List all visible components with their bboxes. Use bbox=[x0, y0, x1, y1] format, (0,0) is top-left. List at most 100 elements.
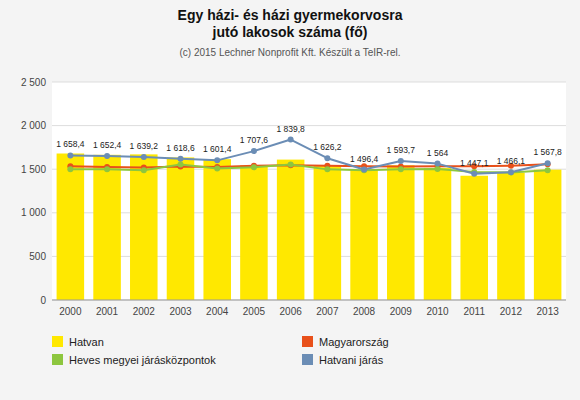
x-tick-label: 2011 bbox=[463, 306, 485, 317]
data-label: 1 707,6 bbox=[240, 135, 269, 145]
point bbox=[435, 166, 441, 172]
x-tick-label: 2004 bbox=[206, 306, 229, 317]
marks bbox=[57, 137, 562, 300]
point bbox=[471, 171, 477, 177]
data-label: 1 618,6 bbox=[166, 143, 195, 153]
data-label: 1 658,4 bbox=[56, 139, 85, 149]
point bbox=[324, 166, 330, 172]
x-tick-label: 2002 bbox=[133, 306, 156, 317]
bar bbox=[277, 160, 305, 300]
x-tick-label: 2006 bbox=[280, 306, 303, 317]
bar bbox=[203, 159, 231, 300]
point bbox=[435, 161, 441, 167]
point bbox=[288, 137, 294, 143]
point bbox=[141, 154, 147, 160]
grid-line bbox=[52, 125, 566, 126]
x-tick-label: 2012 bbox=[500, 306, 523, 317]
point bbox=[141, 167, 147, 173]
bar bbox=[387, 165, 415, 300]
legend-label: Heves megyei járásközpontok bbox=[69, 354, 216, 366]
bar bbox=[460, 176, 488, 300]
data-label: 1 626,2 bbox=[313, 142, 342, 152]
bar bbox=[497, 173, 525, 300]
legend-swatch bbox=[52, 336, 63, 347]
x-tick-label: 2003 bbox=[169, 306, 192, 317]
data-label: 1 652,4 bbox=[93, 140, 122, 150]
y-tick-label: 1 000 bbox=[21, 207, 46, 218]
point bbox=[545, 161, 551, 167]
legend-swatch bbox=[302, 336, 313, 347]
bar bbox=[240, 165, 268, 300]
bar bbox=[93, 155, 121, 300]
subtitle: (c) 2015 Lechner Nonprofit Kft. Készült … bbox=[179, 47, 400, 58]
x-tick-label: 2013 bbox=[537, 306, 560, 317]
line bbox=[70, 140, 547, 174]
data-label: 1 564 bbox=[427, 148, 449, 158]
point bbox=[104, 153, 110, 159]
data-label: 1 593,7 bbox=[387, 145, 416, 155]
legend: Hatvan Magyarország Heves megyei járásközp… bbox=[52, 336, 389, 366]
x-axis-line bbox=[52, 300, 566, 301]
point bbox=[104, 166, 110, 172]
point bbox=[251, 164, 257, 170]
data-labels: 1 658,4 1 652,4 1 639,2 1 618,6 1 601,4 1 707… bbox=[56, 124, 562, 168]
point bbox=[508, 170, 514, 176]
bar bbox=[130, 154, 158, 300]
x-tick-label: 2010 bbox=[426, 306, 449, 317]
point bbox=[288, 162, 294, 168]
point bbox=[214, 157, 220, 163]
x-tick-label: 2007 bbox=[316, 306, 339, 317]
point bbox=[214, 166, 220, 172]
point bbox=[67, 166, 73, 172]
title: Egy házi- és házi gyermekorvosra bbox=[178, 7, 403, 23]
point bbox=[251, 148, 257, 154]
x-tick-label: 2005 bbox=[243, 306, 266, 317]
data-label: 1 639,2 bbox=[130, 141, 159, 151]
y-tick-label: 500 bbox=[29, 251, 46, 262]
legend-label: Hatvan bbox=[69, 336, 104, 348]
bar bbox=[534, 170, 562, 300]
legend-swatch bbox=[302, 354, 313, 365]
point bbox=[361, 167, 367, 173]
grid-line bbox=[52, 300, 566, 301]
legend-label: Magyarország bbox=[319, 336, 389, 348]
point bbox=[288, 161, 294, 167]
grid-line bbox=[52, 82, 566, 83]
bar bbox=[167, 157, 195, 300]
y-tick-label: 2 500 bbox=[21, 77, 46, 88]
point bbox=[178, 156, 184, 162]
data-label: 1 466,1 bbox=[497, 156, 526, 166]
y-tick-label: 0 bbox=[40, 295, 46, 306]
bar bbox=[424, 168, 452, 300]
data-label: 1 567,8 bbox=[533, 147, 562, 157]
point bbox=[398, 166, 404, 172]
x-tick-label: 2008 bbox=[353, 306, 376, 317]
y-tick-label: 1 500 bbox=[21, 164, 46, 175]
point bbox=[178, 161, 184, 167]
point bbox=[398, 158, 404, 164]
point bbox=[67, 152, 73, 158]
point bbox=[545, 160, 551, 166]
x-tick-label: 2000 bbox=[59, 306, 82, 317]
data-label: 1 601,4 bbox=[203, 144, 232, 154]
bar bbox=[350, 170, 378, 300]
point bbox=[545, 167, 551, 173]
legend-swatch bbox=[52, 354, 63, 365]
x-tick-label: 2009 bbox=[390, 306, 413, 317]
data-label: 1 839,8 bbox=[276, 124, 305, 134]
point bbox=[361, 167, 367, 173]
title: jutó lakosok száma (fő) bbox=[212, 24, 368, 40]
y-tick-label: 2 000 bbox=[21, 120, 46, 131]
grid-line bbox=[52, 212, 566, 213]
bar bbox=[314, 165, 342, 300]
background bbox=[0, 0, 580, 400]
plot-area bbox=[52, 82, 566, 300]
bar bbox=[57, 154, 85, 300]
chart: Egy házi- és házi gyermekorvosrajutó lak… bbox=[0, 0, 580, 400]
data-label: 1 496,4 bbox=[350, 154, 379, 164]
point bbox=[508, 169, 514, 175]
point bbox=[324, 155, 330, 161]
legend-label: Hatvani járás bbox=[319, 354, 384, 366]
x-tick-label: 2001 bbox=[96, 306, 119, 317]
grid-line bbox=[52, 256, 566, 257]
